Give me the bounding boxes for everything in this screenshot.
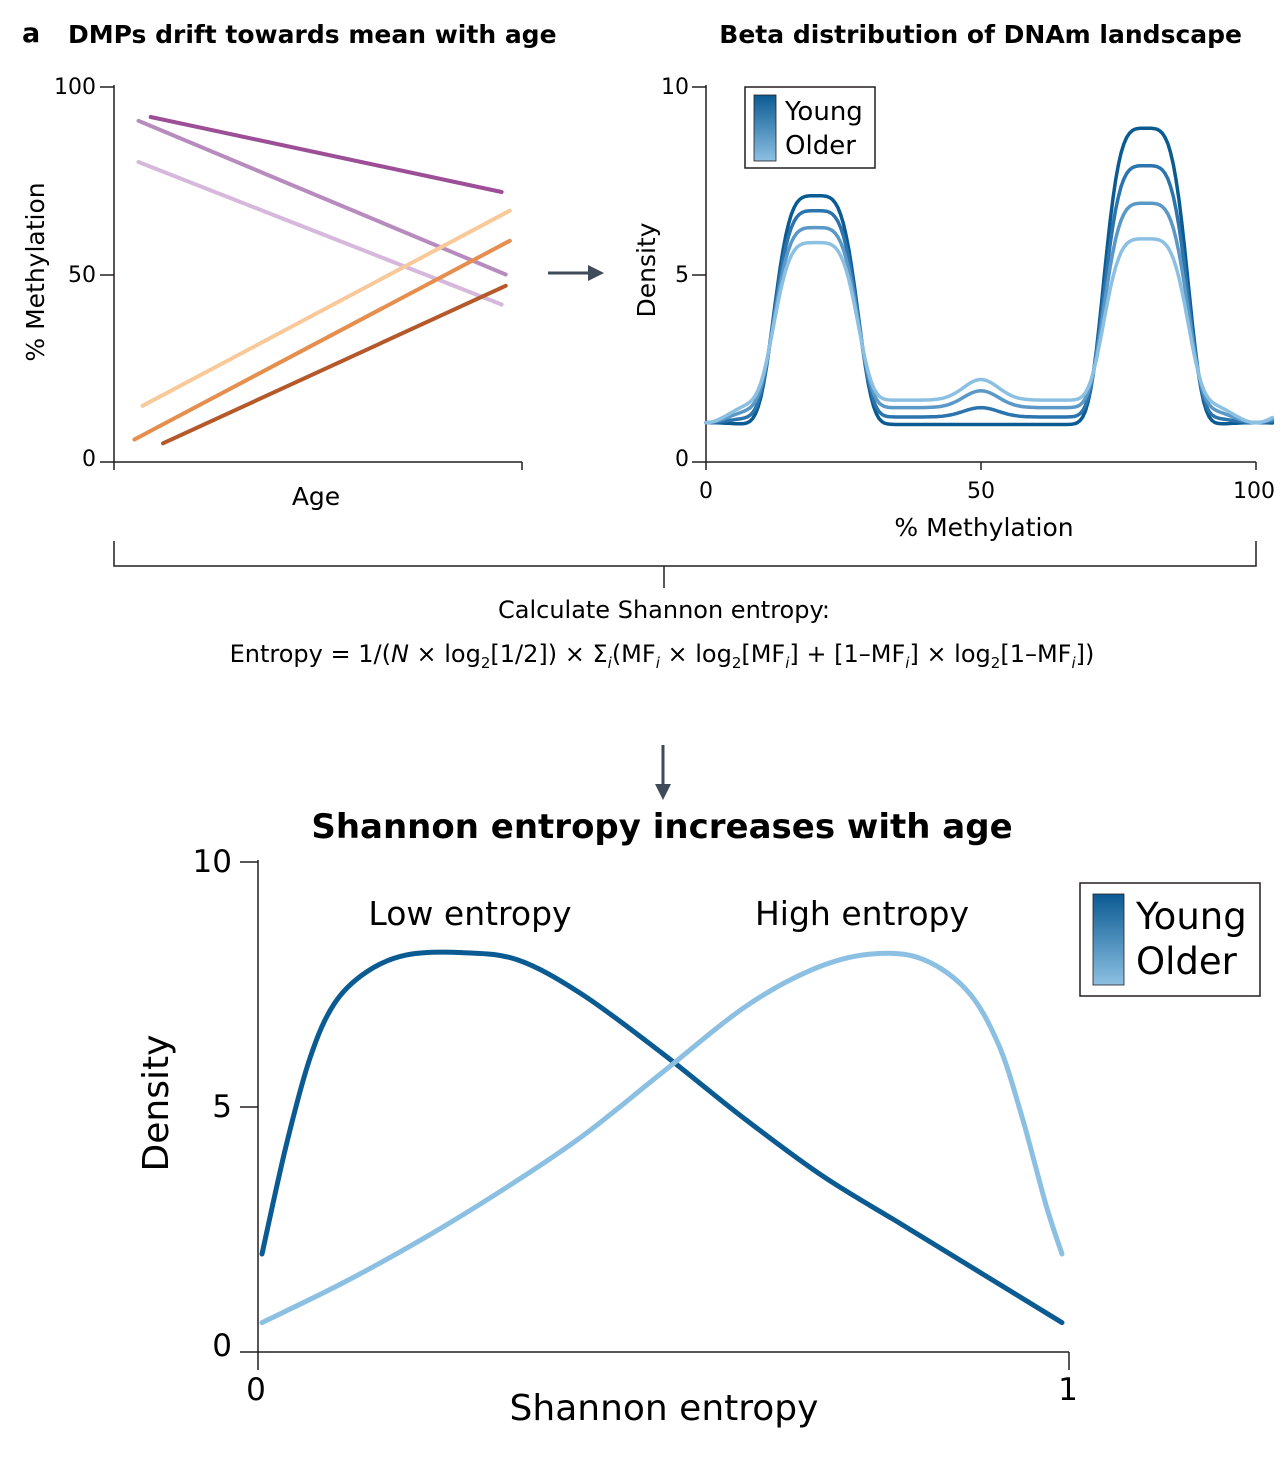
chart2-legend-young: Young bbox=[784, 97, 863, 127]
chart1-title: DMPs drift towards mean with age bbox=[68, 20, 557, 49]
chart2-legend-older: Older bbox=[785, 131, 856, 161]
chart1-ytick-label-50: 50 bbox=[68, 263, 96, 288]
chart2-curve-young bbox=[704, 126, 1275, 427]
chart3-x-label: Shannon entropy bbox=[510, 1388, 819, 1429]
chart3-ytick-label-0: 0 bbox=[212, 1328, 232, 1364]
formula-line1: Calculate Shannon entropy: bbox=[498, 596, 830, 624]
chart2-curve-young-mid bbox=[704, 164, 1275, 425]
chart2-curve-older bbox=[704, 237, 1275, 425]
chart1-ytick-label-0: 0 bbox=[82, 447, 96, 472]
chart1-line-orange-light bbox=[140, 208, 512, 408]
chart3-legend-young: Young bbox=[1135, 895, 1247, 938]
chart2-ytick-label-5: 5 bbox=[675, 263, 689, 288]
chart3-curve-young bbox=[259, 949, 1065, 1326]
chart1-x-label: Age bbox=[292, 482, 340, 511]
chart2-axes bbox=[692, 85, 1257, 470]
chart3-ytick-label-10: 10 bbox=[193, 844, 232, 880]
chart1-line-orange-dark bbox=[161, 283, 508, 446]
chart3-series bbox=[259, 949, 1065, 1326]
chart1-series bbox=[132, 115, 512, 446]
panel-letter: a bbox=[22, 18, 40, 49]
chart2-curve-older-mid bbox=[704, 201, 1275, 425]
chart1-line-orange-mid bbox=[132, 238, 512, 442]
chart3-xtick-label-0: 0 bbox=[246, 1372, 266, 1408]
chart3-legend: Young Older bbox=[1079, 882, 1261, 997]
chart2-ytick-label-10: 10 bbox=[661, 75, 689, 100]
chart2-legend-gradient bbox=[753, 94, 777, 162]
chart3-axes bbox=[240, 860, 1070, 1370]
chart2-legend: Young Older bbox=[744, 86, 876, 169]
chart1-y-label: % Methylation bbox=[21, 182, 50, 361]
chart2-xtick-label-50: 50 bbox=[967, 479, 995, 504]
chart1-line-purple-mid bbox=[136, 118, 508, 277]
bracket bbox=[113, 541, 1257, 588]
chart3-legend-gradient bbox=[1092, 893, 1125, 986]
chart3-xtick-label-1: 1 bbox=[1058, 1372, 1078, 1408]
chart3-annotation-low: Low entropy bbox=[368, 894, 571, 933]
chart2-xtick-label-100: 100 bbox=[1233, 479, 1275, 504]
chart2-ytick-label-0: 0 bbox=[675, 447, 689, 472]
chart3-ytick-label-5: 5 bbox=[212, 1089, 232, 1125]
chart2-xtick-label-0: 0 bbox=[699, 479, 713, 504]
chart1-line-purple-dark bbox=[148, 115, 504, 194]
chart3-y-label: Density bbox=[136, 1035, 177, 1172]
chart3-title: Shannon entropy increases with age bbox=[311, 807, 1012, 847]
down-arrow bbox=[655, 745, 671, 800]
right-arrow bbox=[548, 265, 604, 281]
chart1-axes bbox=[100, 85, 523, 470]
chart1-ytick-label-100: 100 bbox=[54, 75, 96, 100]
chart1-line-purple-light bbox=[136, 160, 504, 307]
chart2-x-label: % Methylation bbox=[894, 513, 1073, 542]
chart3-annotation-high: High entropy bbox=[755, 894, 969, 933]
chart2-y-label: Density bbox=[632, 222, 661, 317]
chart3-legend-older: Older bbox=[1136, 940, 1238, 983]
formula-line2: Entropy = 1/(N × log2[1/2]) × Σi(MFi × l… bbox=[230, 640, 1095, 672]
chart3-curve-older bbox=[259, 950, 1065, 1326]
chart2-series bbox=[704, 126, 1275, 427]
chart2-title: Beta distribution of DNAm landscape bbox=[719, 20, 1242, 49]
